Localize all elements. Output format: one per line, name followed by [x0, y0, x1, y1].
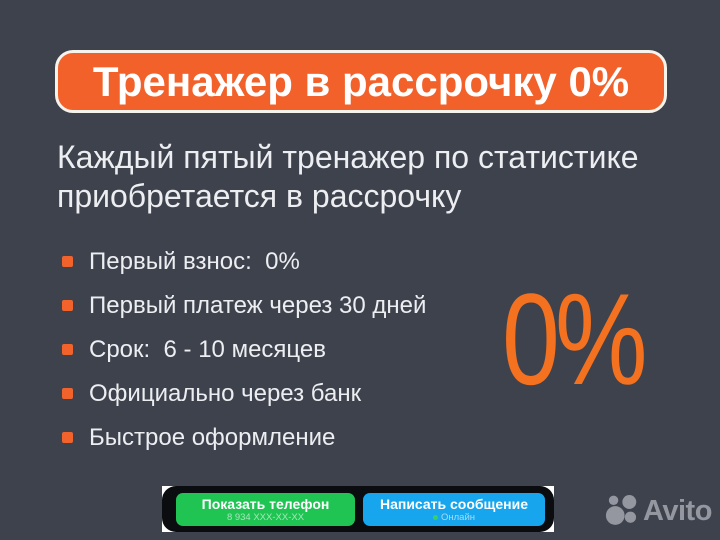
online-dot-icon [432, 515, 438, 520]
promo-banner: Тренажер в рассрочку 0% [55, 50, 667, 113]
headline: Каждый пятый тренажер по статистике прио… [57, 139, 639, 214]
list-item: Срок: 6 - 10 месяцев [62, 336, 426, 363]
avito-logo-text: Avito [643, 494, 712, 527]
avito-watermark: Avito [604, 493, 712, 529]
show-phone-button-label: Показать телефон [201, 496, 330, 512]
list-item-label: Быстрое оформление [89, 423, 336, 451]
list-item-label: Официально через банк [89, 379, 362, 407]
online-status-label: Онлайн [440, 512, 475, 523]
bullet-square-icon [62, 432, 73, 443]
list-item-label: Срок: 6 - 10 месяцев [89, 335, 326, 363]
send-message-button-label: Написать сообщение [379, 496, 529, 512]
phone-number-text: 8 934 XXX-XX-XX [226, 512, 305, 523]
online-status: Онлайн [432, 512, 475, 523]
zero-percent-highlight: 0% [502, 266, 648, 412]
list-item: Первый взнос: 0% [62, 248, 426, 275]
avito-logo-icon [605, 495, 637, 525]
list-item-label: Первый платеж через 30 дней [89, 291, 427, 319]
list-item: Первый платеж через 30 дней [62, 292, 426, 319]
list-item: Официально через банк [62, 380, 426, 407]
list-item-label: Первый взнос: 0% [89, 247, 300, 275]
benefits-list: Первый взнос: 0% Первый платеж через 30 … [62, 248, 426, 468]
cta-bar: Показать телефон 8 934 XXX-XX-XX Написат… [162, 486, 554, 532]
list-item: Быстрое оформление [62, 424, 426, 451]
bullet-square-icon [62, 388, 73, 399]
promo-banner-title: Тренажер в рассрочку 0% [92, 57, 630, 105]
bullet-square-icon [62, 256, 73, 267]
send-message-button[interactable]: Написать сообщение Онлайн [363, 493, 545, 526]
bullet-square-icon [62, 300, 73, 311]
bullet-square-icon [62, 344, 73, 355]
show-phone-button[interactable]: Показать телефон 8 934 XXX-XX-XX [176, 493, 355, 526]
